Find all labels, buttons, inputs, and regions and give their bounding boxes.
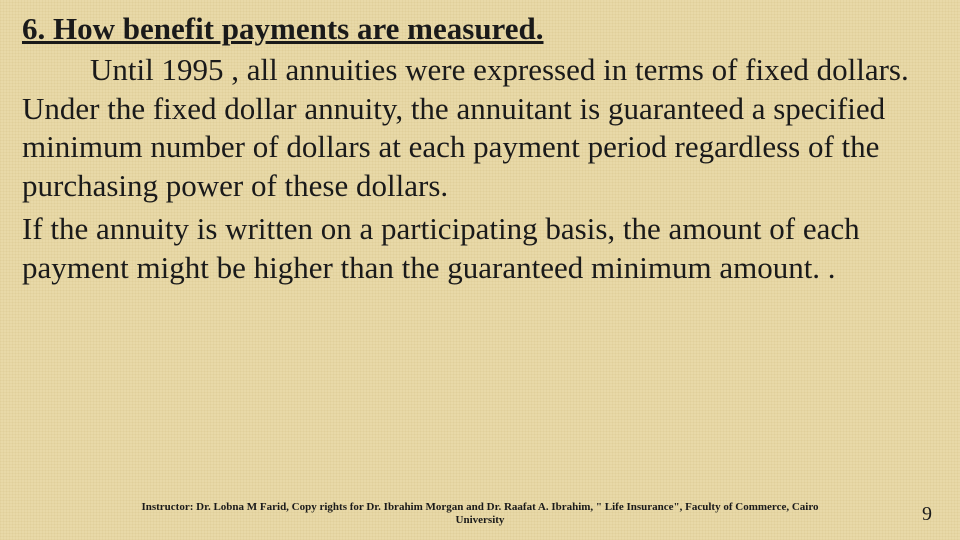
footer-credit: Instructor: Dr. Lobna M Farid, Copy righ…: [0, 501, 960, 529]
paragraph-2: If the annuity is written on a participa…: [22, 210, 938, 288]
paragraph-1-text: Until 1995 , all annuities were expresse…: [22, 52, 909, 203]
slide-content: 6. How benefit payments are measured. Un…: [0, 0, 960, 287]
paragraph-1: Until 1995 , all annuities were expresse…: [22, 51, 938, 206]
section-heading: 6. How benefit payments are measured.: [22, 10, 938, 49]
page-number: 9: [922, 503, 932, 526]
